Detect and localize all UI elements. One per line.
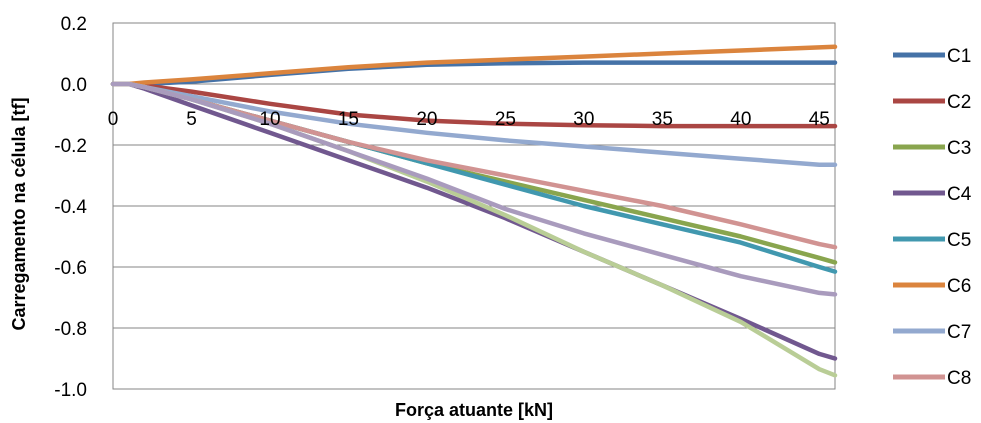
y-tick-label: -0.8 bbox=[54, 319, 87, 340]
legend-item-c6: C6 bbox=[893, 276, 971, 297]
legend-label: C2 bbox=[947, 92, 971, 113]
y-tick-label: -0.2 bbox=[54, 136, 87, 157]
legend-label: C8 bbox=[947, 368, 971, 389]
legend: C1 C2 C3 C4 C5 C6 C7 C8 bbox=[893, 46, 972, 389]
series-line-c5 bbox=[110, 81, 838, 274]
legend-item-c8: C8 bbox=[893, 368, 971, 389]
series-line-unlabeled-9 bbox=[110, 81, 838, 297]
y-tick-label: -0.6 bbox=[54, 258, 87, 279]
legend-label: C3 bbox=[947, 138, 971, 159]
series-line-c2 bbox=[110, 81, 838, 129]
plot-area bbox=[112, 22, 836, 390]
x-tick-label: 40 bbox=[730, 109, 751, 130]
legend-item-c2: C2 bbox=[893, 92, 971, 113]
y-tick-label: -0.4 bbox=[54, 197, 87, 218]
x-tick-label: 5 bbox=[186, 109, 197, 130]
series-line-c6 bbox=[110, 44, 838, 87]
legend-item-c1: C1 bbox=[893, 46, 971, 67]
y-tick-label: 0.0 bbox=[61, 75, 87, 96]
legend-item-c7: C7 bbox=[893, 322, 971, 343]
x-tick-label: 45 bbox=[809, 109, 830, 130]
y-axis-ticks: 0.2 0.0 -0.2 -0.4 -0.6 -0.8 -1.0 bbox=[54, 14, 87, 401]
series-line-c1 bbox=[110, 60, 838, 87]
series-layer bbox=[110, 44, 838, 378]
y-tick-label: -1.0 bbox=[54, 380, 87, 401]
x-tick-label: 15 bbox=[338, 109, 359, 130]
legend-item-c4: C4 bbox=[893, 184, 972, 205]
x-tick-label: 0 bbox=[108, 109, 119, 130]
legend-item-c5: C5 bbox=[893, 230, 971, 251]
legend-label: C4 bbox=[947, 184, 972, 205]
legend-item-c3: C3 bbox=[893, 138, 971, 159]
x-tick-label: 20 bbox=[416, 109, 437, 130]
legend-label: C6 bbox=[947, 276, 971, 297]
x-axis-ticks: 0 5 10 15 20 25 30 35 40 45 bbox=[108, 109, 830, 130]
x-tick-label: 10 bbox=[259, 109, 280, 130]
x-tick-label: 25 bbox=[495, 109, 516, 130]
y-tick-label: 0.2 bbox=[61, 14, 87, 35]
y-axis-title: Carregamento na célula [tf] bbox=[9, 97, 29, 330]
legend-label: C1 bbox=[947, 46, 971, 67]
x-tick-label: 30 bbox=[573, 109, 594, 130]
legend-label: C5 bbox=[947, 230, 971, 251]
x-axis-title: Força atuante [kN] bbox=[395, 400, 553, 420]
x-tick-label: 35 bbox=[652, 109, 673, 130]
legend-label: C7 bbox=[947, 322, 971, 343]
